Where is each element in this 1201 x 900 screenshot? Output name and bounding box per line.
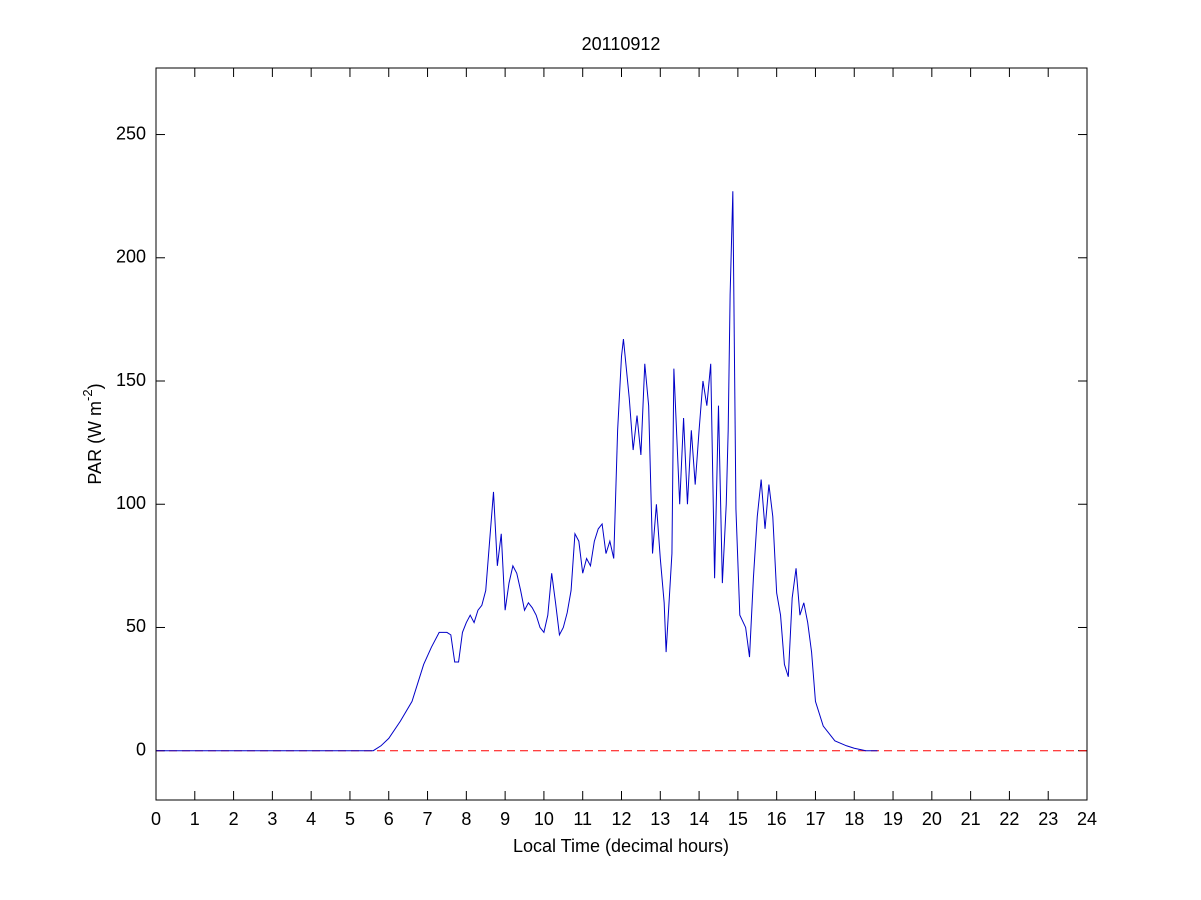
x-tick-label: 11	[573, 809, 592, 829]
x-tick-label: 15	[728, 809, 748, 829]
x-tick-label: 21	[961, 809, 981, 829]
x-tick-label: 6	[384, 809, 394, 829]
y-label-superscript: -2	[80, 389, 95, 401]
x-tick-label: 3	[267, 809, 277, 829]
x-tick-label: 9	[500, 809, 510, 829]
x-tick-label: 23	[1038, 809, 1058, 829]
x-tick-label: 2	[229, 809, 239, 829]
x-tick-label: 20	[922, 809, 942, 829]
x-axis-label: Local Time (decimal hours)	[513, 836, 729, 856]
x-tick-label: 19	[883, 809, 903, 829]
x-tick-label: 0	[151, 809, 161, 829]
y-label-suffix: )	[85, 383, 105, 389]
x-tick-label: 16	[767, 809, 787, 829]
y-tick-label: 50	[126, 616, 146, 636]
x-tick-label: 14	[689, 809, 709, 829]
y-tick-label: 200	[116, 247, 146, 267]
chart-title: 20110912	[582, 34, 661, 54]
x-tick-label: 7	[423, 809, 433, 829]
x-tick-label: 24	[1077, 809, 1097, 829]
y-tick-label: 250	[116, 123, 146, 143]
x-tick-label: 22	[999, 809, 1019, 829]
x-tick-label: 8	[461, 809, 471, 829]
axes-box	[155, 67, 1088, 801]
y-axis-label: PAR (W m-2)	[80, 383, 104, 484]
x-tick-label: 17	[805, 809, 825, 829]
x-tick-label: 18	[844, 809, 864, 829]
x-tick-label: 1	[190, 809, 200, 829]
x-tick-label: 4	[306, 809, 316, 829]
x-tick-label: 13	[650, 809, 670, 829]
x-tick-label: 12	[611, 809, 631, 829]
y-tick-label: 150	[116, 370, 146, 390]
y-label-text: PAR (W m	[85, 401, 105, 485]
x-tick-label: 5	[345, 809, 355, 829]
data-line	[156, 191, 878, 752]
y-tick-label: 100	[116, 493, 146, 513]
x-tick-label: 10	[534, 809, 554, 829]
y-tick-label: 0	[136, 739, 146, 759]
